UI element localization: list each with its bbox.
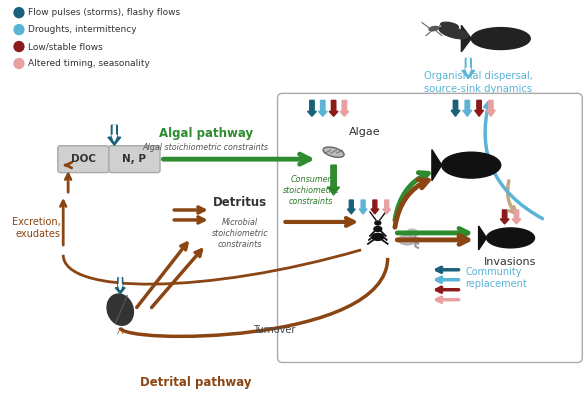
FancyArrow shape bbox=[328, 165, 339, 195]
Ellipse shape bbox=[486, 228, 534, 248]
FancyArrow shape bbox=[462, 59, 475, 78]
Polygon shape bbox=[479, 226, 486, 250]
FancyArrow shape bbox=[371, 200, 379, 214]
Ellipse shape bbox=[323, 147, 344, 157]
Text: Invasions: Invasions bbox=[484, 257, 537, 267]
FancyArrow shape bbox=[451, 100, 460, 116]
Text: Consumer
stoichiometric
constraints: Consumer stoichiometric constraints bbox=[283, 175, 339, 206]
Ellipse shape bbox=[471, 28, 530, 50]
Polygon shape bbox=[432, 150, 442, 180]
Text: Algal pathway: Algal pathway bbox=[159, 127, 253, 140]
Text: Microbial
stoichiometric
constraints: Microbial stoichiometric constraints bbox=[212, 218, 269, 249]
FancyArrow shape bbox=[115, 278, 125, 294]
Circle shape bbox=[14, 8, 24, 18]
Text: Organismal dispersal,
source-sink dynamics: Organismal dispersal, source-sink dynami… bbox=[423, 71, 533, 94]
FancyArrow shape bbox=[466, 59, 471, 74]
Ellipse shape bbox=[372, 233, 384, 240]
Circle shape bbox=[14, 42, 24, 52]
FancyArrow shape bbox=[383, 200, 391, 214]
FancyArrow shape bbox=[308, 100, 317, 116]
Ellipse shape bbox=[441, 22, 458, 29]
Ellipse shape bbox=[375, 221, 381, 225]
Text: Flow pulses (storms), flashy flows: Flow pulses (storms), flashy flows bbox=[28, 8, 180, 17]
Text: Excretion,
exudates: Excretion, exudates bbox=[12, 217, 60, 239]
Text: Altered timing, seasonality: Altered timing, seasonality bbox=[28, 59, 150, 68]
Ellipse shape bbox=[442, 152, 500, 178]
Text: Droughts, intermittency: Droughts, intermittency bbox=[28, 25, 137, 34]
Text: Algal stoichiometric constraints: Algal stoichiometric constraints bbox=[142, 143, 269, 152]
Text: Detritus: Detritus bbox=[213, 195, 267, 209]
Ellipse shape bbox=[439, 26, 468, 39]
Text: N, P: N, P bbox=[123, 154, 147, 164]
FancyArrow shape bbox=[500, 210, 509, 224]
Text: Detrital pathway: Detrital pathway bbox=[140, 376, 252, 389]
FancyArrow shape bbox=[347, 200, 355, 214]
Ellipse shape bbox=[407, 229, 417, 235]
FancyArrow shape bbox=[340, 100, 349, 116]
FancyArrow shape bbox=[475, 100, 484, 116]
FancyArrow shape bbox=[318, 100, 327, 116]
Ellipse shape bbox=[107, 294, 133, 325]
FancyBboxPatch shape bbox=[277, 93, 582, 363]
Circle shape bbox=[14, 25, 24, 35]
FancyArrow shape bbox=[329, 100, 338, 116]
Text: Algae: Algae bbox=[349, 127, 381, 137]
Text: DOC: DOC bbox=[71, 154, 96, 164]
FancyBboxPatch shape bbox=[109, 146, 160, 173]
FancyArrow shape bbox=[112, 125, 117, 141]
FancyArrow shape bbox=[119, 278, 122, 290]
Ellipse shape bbox=[429, 26, 439, 31]
Circle shape bbox=[14, 59, 24, 69]
Text: Community
replacement: Community replacement bbox=[465, 266, 527, 289]
FancyArrow shape bbox=[512, 210, 521, 224]
Text: Low/stable flows: Low/stable flows bbox=[28, 42, 103, 51]
Ellipse shape bbox=[374, 226, 382, 231]
FancyArrow shape bbox=[463, 100, 472, 116]
Ellipse shape bbox=[398, 235, 416, 245]
Text: Turnover: Turnover bbox=[253, 325, 296, 335]
FancyBboxPatch shape bbox=[58, 146, 109, 173]
FancyArrow shape bbox=[108, 125, 121, 145]
FancyArrow shape bbox=[486, 100, 495, 116]
Polygon shape bbox=[461, 26, 471, 52]
FancyArrow shape bbox=[359, 200, 367, 214]
